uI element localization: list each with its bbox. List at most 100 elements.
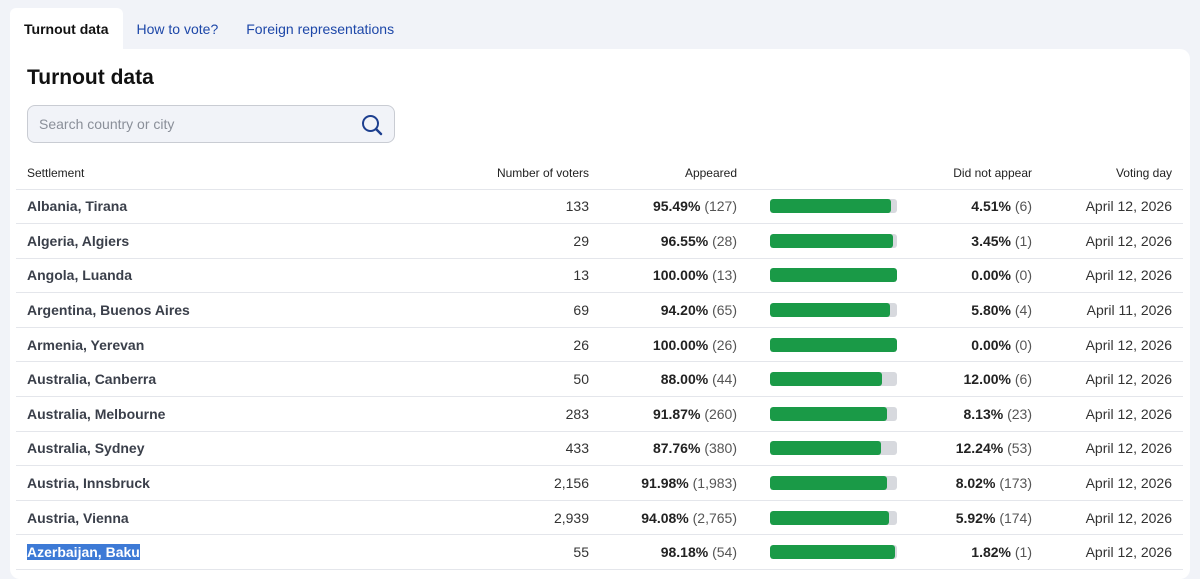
did-not-appear-cell: 8.13% (23) [896,396,1043,432]
table-row[interactable]: Azerbaijan, Baku 55 98.18% (54) 1.82% (1) Ap… [16,534,1183,571]
did-not-appear-cell: 0.00% (0) [896,327,1043,363]
settlement-name: Austria, Innsbruck [27,475,150,492]
table-row[interactable]: Austria, Innsbruck 2,156 91.98% (1,983) 8.0… [16,465,1183,501]
header-appeared[interactable]: Appeared [600,157,748,190]
settlement-name: Albania, Tirana [27,198,128,215]
table-row[interactable]: Albania, Tirana 133 95.49% (127) 4.51% (6) A… [16,189,1183,225]
appeared-count: (260) [704,405,737,422]
voters-cell: 55 [416,534,600,571]
turnout-bar [770,303,897,318]
did-not-appear-cell: 0.00% (0) [896,258,1043,294]
appeared-count: (44) [712,371,737,388]
voters-cell: 283 [416,396,600,432]
turnout-bar-cell [748,361,897,398]
settlement-cell: Argentina, Buenos Aires [16,292,416,328]
did-not-appear-cell: 5.80% (4) [896,292,1043,328]
table-row[interactable]: Angola, Luanda 13 100.00% (13) 0.00% (0) Apr… [16,258,1183,294]
settlement-name: Austria, Vienna [27,509,129,526]
tab-foreign-representations[interactable]: Foreign representations [246,20,395,37]
settlement-cell: Albania, Tirana [16,189,416,225]
table-row[interactable]: Australia, Sydney 433 87.76% (380) 12.24% (… [16,431,1183,467]
appeared-percent: 91.98% [641,475,689,492]
appeared-count: (13) [712,267,737,284]
table-row[interactable]: Armenia, Yerevan 26 100.00% (26) 0.00% (0) A… [16,327,1183,363]
did-not-appear-cell: 3.45% (1) [896,223,1043,259]
settlement-cell: Angola, Luanda [16,258,416,294]
voters-cell: 133 [416,189,600,225]
appeared-cell: 91.98% (1,983) [600,465,748,501]
table-row[interactable]: Algeria, Algiers 29 96.55% (28) 3.45% (1) Ap… [16,223,1183,259]
appeared-percent: 88.00% [660,371,709,388]
turnout-bar [770,510,897,525]
turnout-bar-fill [770,406,887,421]
appeared-cell: 100.00% (13) [600,258,748,294]
turnout-bar [770,545,897,560]
voters-cell: 26 [416,327,600,363]
header-did-not-appear[interactable]: Did not appear [896,157,1043,190]
table-row[interactable]: Argentina, Buenos Aires 69 94.20% (65) 5.80… [16,292,1183,328]
appeared-count: (28) [712,232,737,249]
voting-day-cell: April 12, 2026 [1043,189,1183,225]
search-icon[interactable] [361,114,383,136]
did-not-appear-cell: 1.82% (1) [896,534,1043,571]
appeared-percent: 91.87% [652,405,701,422]
search-box [27,105,395,143]
turnout-bar-cell [748,189,897,225]
header-settlement[interactable]: Settlement [16,157,416,190]
turnout-bar-cell [748,258,897,294]
settlement-cell: Austria, Vienna [16,500,416,536]
did-not-appear-percent: 12.00% [963,371,1011,388]
header-voting-day[interactable]: Voting day [1043,157,1183,190]
did-not-appear-count: (0) [1014,336,1032,353]
header-voters[interactable]: Number of voters [416,157,600,190]
turnout-bar [770,268,897,283]
table-row[interactable]: Australia, Melbourne 283 91.87% (260) 8.13%… [16,396,1183,432]
did-not-appear-cell: 4.51% (6) [896,189,1043,225]
did-not-appear-percent: 5.80% [971,302,1011,319]
settlement-name: Angola, Luanda [27,267,132,284]
appeared-cell: 91.87% (260) [600,396,748,432]
appeared-count: (380) [704,440,737,457]
turnout-bar [770,233,897,248]
table-row[interactable]: Australia, Canberra 50 88.00% (44) 12.00% (… [16,361,1183,398]
turnout-bar-fill [770,545,895,560]
settlement-name: Argentina, Buenos Aires [27,302,190,319]
voting-day-cell: April 12, 2026 [1043,223,1183,259]
appeared-count: (54) [712,544,737,561]
appeared-cell: 100.00% (26) [600,327,748,363]
voters-cell: 69 [416,292,600,328]
turnout-bar-cell [748,292,897,328]
voters-cell: 29 [416,223,600,259]
did-not-appear-count: (174) [999,509,1032,526]
did-not-appear-count: (1) [1014,232,1032,249]
appeared-cell: 87.76% (380) [600,431,748,467]
settlement-cell: Algeria, Algiers [16,223,416,259]
turnout-bar-cell [748,500,897,536]
settlement-name: Algeria, Algiers [27,232,130,249]
table-row[interactable]: Austria, Vienna 2,939 94.08% (2,765) 5.92% … [16,500,1183,536]
did-not-appear-count: (1) [1014,544,1032,561]
turnout-bar [770,441,897,456]
turnout-bar-cell [748,396,897,432]
search-input[interactable] [28,106,348,142]
voting-day-cell: April 12, 2026 [1043,534,1183,571]
turnout-bar-cell [748,465,897,501]
turnout-bar [770,372,897,387]
turnout-bar-cell [748,327,897,363]
settlement-name: Australia, Canberra [27,371,157,388]
did-not-appear-percent: 1.82% [971,544,1011,561]
tab-how-to-vote[interactable]: How to vote? [136,20,219,37]
voting-day-cell: April 11, 2026 [1043,292,1183,328]
did-not-appear-count: (23) [1007,405,1032,422]
tab-turnout-data[interactable]: Turnout data [10,8,123,49]
voting-day-cell: April 12, 2026 [1043,258,1183,294]
turnout-bar-fill [770,268,897,283]
did-not-appear-cell: 12.24% (53) [896,431,1043,467]
settlement-cell: Armenia, Yerevan [16,327,416,363]
appeared-count: (127) [704,198,737,215]
did-not-appear-count: (53) [1007,440,1032,457]
turnout-bar-cell [748,534,897,571]
did-not-appear-count: (6) [1014,371,1032,388]
settlement-name: Australia, Melbourne [27,405,166,422]
voting-day-cell: April 12, 2026 [1043,500,1183,536]
